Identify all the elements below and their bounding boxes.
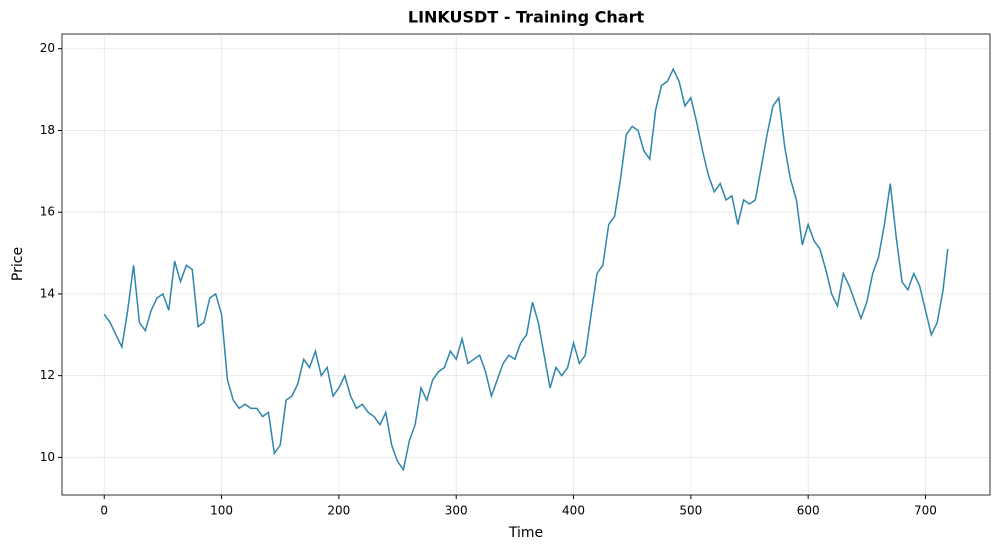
x-tick-label: 100 [210,504,233,518]
x-axis-label: Time [508,525,543,541]
y-tick-label: 12 [40,368,55,382]
plot-frame [61,33,991,496]
y-tick-label: 10 [40,450,55,464]
line [103,67,949,472]
x-tick-label: 400 [562,504,585,518]
x-tick-label: 700 [914,504,937,518]
x-tick-label: 0 [100,504,108,518]
chart-title: LINKUSDT - Training Chart [408,8,645,27]
x-tick-label: 600 [797,504,820,518]
x-tick-label: 500 [679,504,702,518]
y-tick-label: 16 [40,205,55,219]
y-tick-label: 14 [40,286,55,300]
x-tick-label: 200 [327,504,350,518]
y-axis-label: Price [10,247,26,281]
y-tick-label: 18 [40,123,55,137]
x-tick-label: 300 [445,504,468,518]
y-tick-label: 20 [40,41,55,55]
